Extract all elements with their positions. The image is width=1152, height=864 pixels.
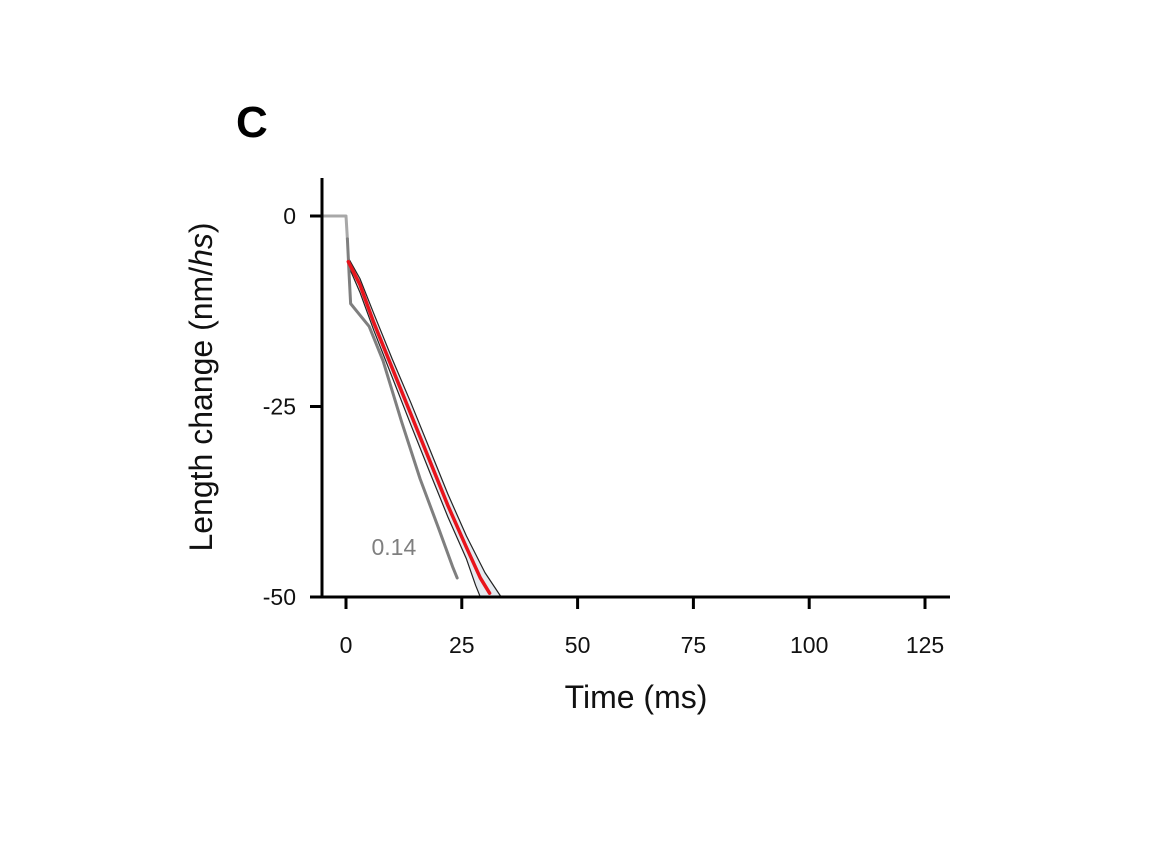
x-tick-label-2: 50: [565, 632, 591, 658]
x-tick-label-1: 25: [449, 632, 475, 658]
series-layer: [321, 214, 492, 595]
y-tick-label-0: 0: [283, 203, 296, 229]
y-axis-title-part-1: Length change (nm/: [183, 267, 219, 552]
panel-label: C: [236, 98, 268, 147]
x-axis-title: Time (ms): [565, 679, 708, 715]
series-line-red: [346, 259, 492, 595]
y-tick-label-1: -25: [263, 394, 296, 420]
series-line-baseline: [321, 214, 349, 241]
y-axis-title-part-3: ): [183, 222, 219, 233]
text-layer: 0 25 50 75 100 125 0 -25 -50 0.14: [263, 203, 944, 658]
y-axis-title: Length change (nm/hs): [183, 222, 219, 551]
x-tick-label-5: 125: [906, 632, 944, 658]
axes-layer: [310, 178, 950, 609]
x-tick-label-0: 0: [340, 632, 353, 658]
x-tick-label-3: 75: [681, 632, 707, 658]
y-tick-label-2: -50: [263, 584, 296, 610]
x-tick-label-4: 100: [790, 632, 828, 658]
y-axis-title-part-2: hs: [183, 233, 219, 267]
series-line-0-14: [345, 237, 459, 580]
annotation-label-0: 0.14: [371, 534, 416, 560]
